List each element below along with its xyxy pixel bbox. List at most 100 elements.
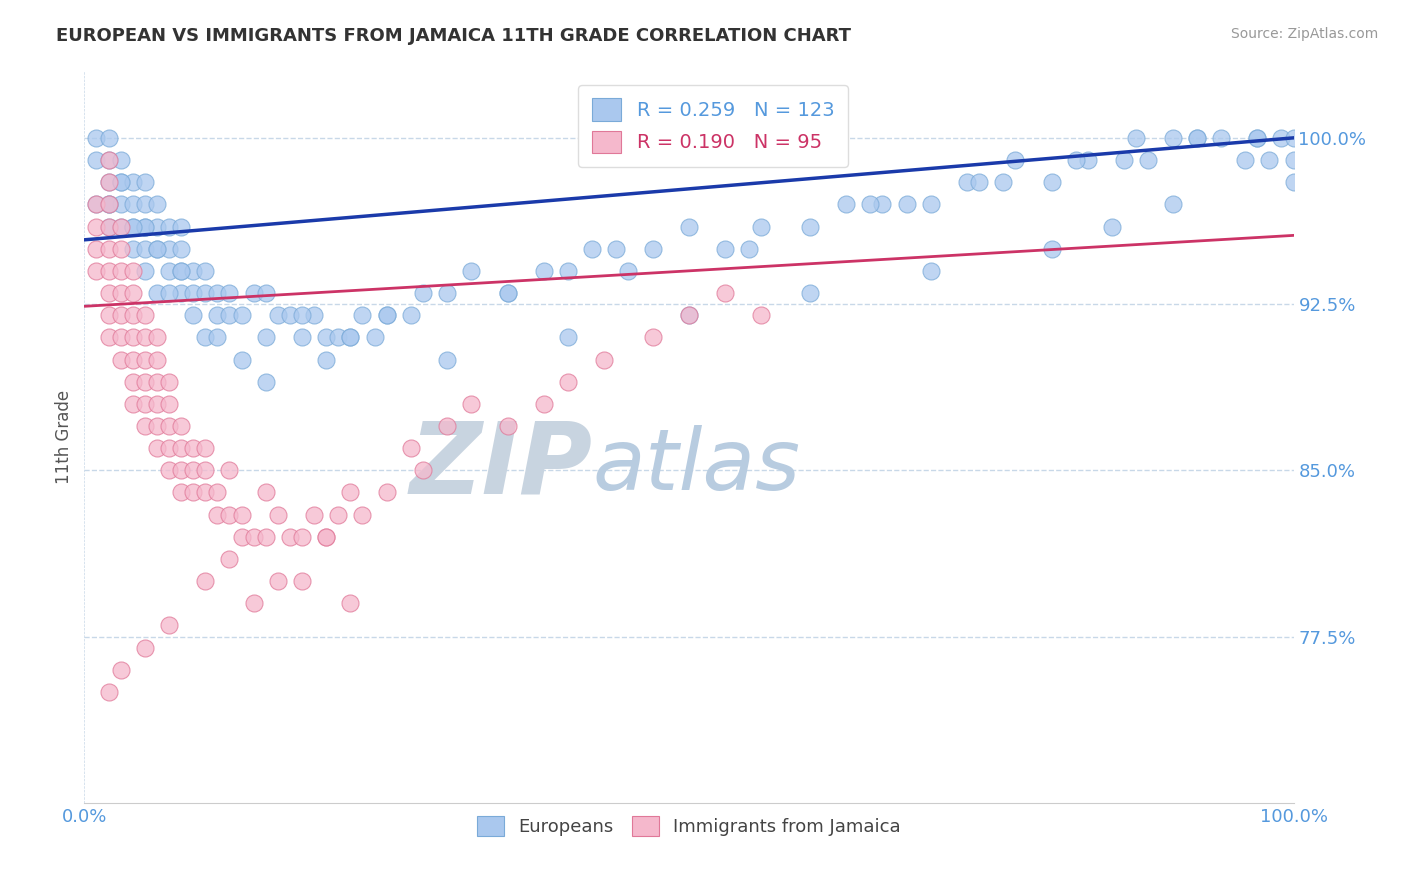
Point	[1185, 131, 1208, 145]
Point	[170, 264, 193, 278]
Point	[533, 264, 555, 278]
Point	[110, 352, 132, 367]
Point	[110, 330, 132, 344]
Point	[339, 330, 361, 344]
Point	[157, 375, 180, 389]
Point	[157, 285, 180, 300]
Point	[207, 308, 229, 322]
Point	[121, 352, 143, 367]
Point	[1246, 131, 1268, 145]
Point	[1137, 153, 1160, 167]
Point	[157, 264, 180, 278]
Point	[605, 242, 627, 256]
Point	[157, 618, 180, 632]
Point	[207, 485, 229, 500]
Point	[231, 530, 253, 544]
Point	[110, 242, 132, 256]
Point	[146, 330, 169, 344]
Point	[170, 419, 193, 434]
Point	[121, 175, 143, 189]
Point	[799, 219, 821, 234]
Point	[242, 596, 264, 610]
Point	[110, 663, 132, 677]
Point	[121, 264, 143, 278]
Point	[181, 485, 204, 500]
Point	[460, 397, 482, 411]
Point	[1209, 131, 1232, 145]
Text: Source: ZipAtlas.com: Source: ZipAtlas.com	[1230, 27, 1378, 41]
Point	[1114, 153, 1136, 167]
Point	[267, 574, 290, 589]
Point	[436, 285, 458, 300]
Point	[134, 330, 156, 344]
Point	[242, 530, 264, 544]
Point	[134, 375, 156, 389]
Point	[97, 330, 120, 344]
Point	[267, 508, 290, 522]
Point	[181, 285, 204, 300]
Point	[97, 197, 120, 211]
Point	[581, 242, 603, 256]
Point	[267, 308, 290, 322]
Point	[278, 308, 301, 322]
Legend: Europeans, Immigrants from Jamaica: Europeans, Immigrants from Jamaica	[468, 807, 910, 845]
Point	[231, 352, 253, 367]
Point	[218, 463, 240, 477]
Point	[110, 264, 132, 278]
Point	[181, 463, 204, 477]
Point	[714, 285, 737, 300]
Point	[110, 175, 132, 189]
Point	[872, 197, 894, 211]
Point	[146, 219, 169, 234]
Point	[146, 197, 169, 211]
Point	[352, 308, 374, 322]
Point	[121, 242, 143, 256]
Point	[859, 197, 882, 211]
Point	[678, 308, 700, 322]
Text: atlas: atlas	[592, 425, 800, 508]
Point	[170, 264, 193, 278]
Point	[242, 285, 264, 300]
Point	[254, 485, 277, 500]
Point	[86, 197, 108, 211]
Point	[170, 219, 193, 234]
Point	[799, 285, 821, 300]
Point	[835, 197, 858, 211]
Point	[207, 508, 229, 522]
Point	[121, 330, 143, 344]
Point	[1282, 131, 1305, 145]
Point	[254, 330, 277, 344]
Point	[86, 131, 108, 145]
Point	[97, 197, 120, 211]
Point	[714, 242, 737, 256]
Point	[121, 375, 143, 389]
Point	[134, 640, 156, 655]
Point	[1282, 153, 1305, 167]
Point	[896, 197, 918, 211]
Point	[557, 264, 579, 278]
Point	[170, 485, 193, 500]
Point	[375, 485, 398, 500]
Point	[1004, 153, 1026, 167]
Point	[1234, 153, 1257, 167]
Point	[218, 508, 240, 522]
Point	[146, 285, 169, 300]
Point	[1282, 175, 1305, 189]
Point	[86, 153, 108, 167]
Point	[218, 552, 240, 566]
Point	[751, 219, 773, 234]
Point	[339, 485, 361, 500]
Point	[194, 441, 217, 455]
Point	[134, 264, 156, 278]
Point	[315, 530, 337, 544]
Point	[339, 596, 361, 610]
Point	[194, 330, 217, 344]
Point	[86, 242, 108, 256]
Point	[170, 242, 193, 256]
Point	[97, 175, 120, 189]
Point	[231, 508, 253, 522]
Point	[121, 308, 143, 322]
Point	[557, 375, 579, 389]
Point	[496, 285, 519, 300]
Point	[328, 330, 350, 344]
